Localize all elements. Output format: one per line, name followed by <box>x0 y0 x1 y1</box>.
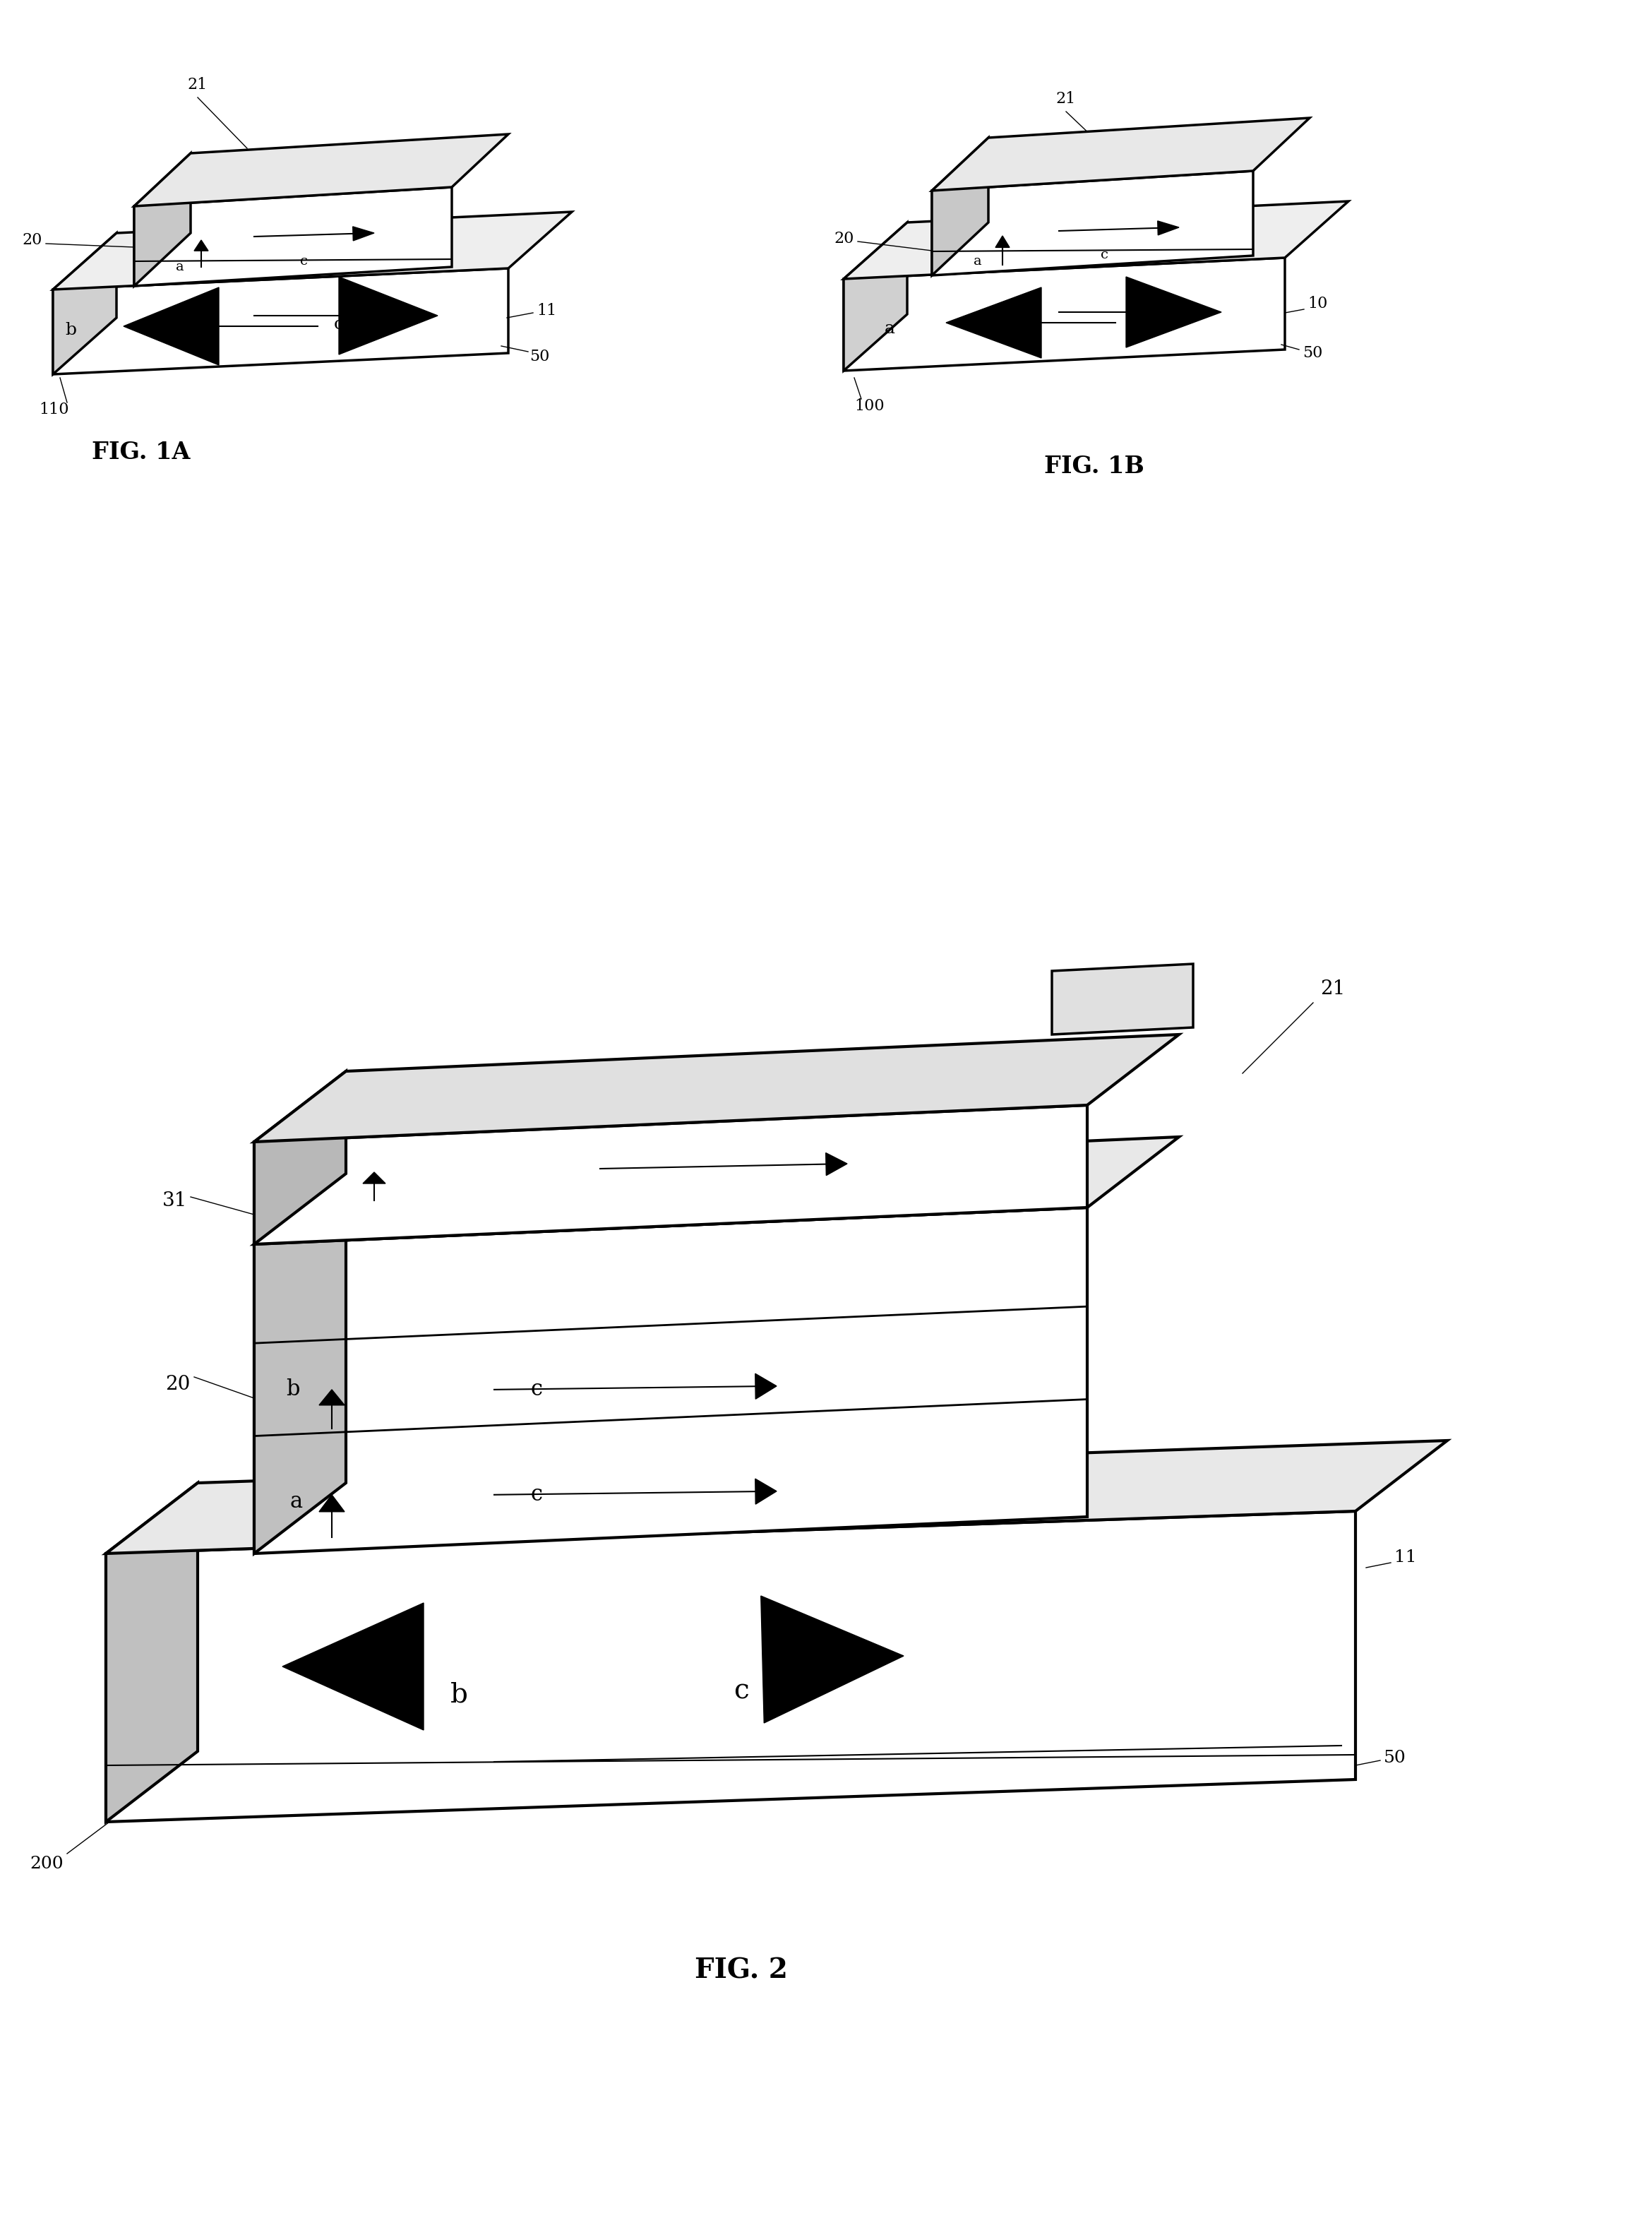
Text: 21: 21 <box>1056 91 1075 106</box>
Polygon shape <box>106 1484 198 1821</box>
Text: c: c <box>1132 313 1142 330</box>
Polygon shape <box>53 233 117 375</box>
Polygon shape <box>319 1495 345 1513</box>
Polygon shape <box>134 153 190 286</box>
Text: 11: 11 <box>537 304 557 319</box>
Text: b: b <box>64 322 76 337</box>
Text: 200: 200 <box>30 1856 63 1872</box>
Polygon shape <box>932 171 1254 275</box>
Polygon shape <box>932 138 988 275</box>
Polygon shape <box>124 288 218 366</box>
Text: 50: 50 <box>1384 1750 1406 1766</box>
Polygon shape <box>1158 222 1180 235</box>
Polygon shape <box>354 226 373 242</box>
Polygon shape <box>106 1439 1447 1553</box>
Polygon shape <box>947 288 1041 357</box>
Text: 20: 20 <box>23 233 43 248</box>
Text: FIG. 1A: FIG. 1A <box>93 441 190 464</box>
Text: 21: 21 <box>188 78 208 93</box>
Polygon shape <box>844 202 1348 279</box>
Text: 110: 110 <box>40 401 69 417</box>
Polygon shape <box>755 1479 776 1504</box>
Polygon shape <box>826 1153 847 1176</box>
Polygon shape <box>254 1034 1180 1142</box>
Text: a: a <box>973 255 981 268</box>
Polygon shape <box>1127 277 1221 348</box>
Polygon shape <box>762 1597 904 1723</box>
Text: 10: 10 <box>1307 295 1328 311</box>
Polygon shape <box>932 118 1310 191</box>
Polygon shape <box>844 257 1285 370</box>
Polygon shape <box>254 1071 345 1244</box>
Text: FIG. 1B: FIG. 1B <box>1044 455 1145 477</box>
Text: 20: 20 <box>834 231 854 246</box>
Polygon shape <box>339 277 438 355</box>
Text: c: c <box>733 1679 748 1703</box>
Text: 50: 50 <box>1302 346 1323 362</box>
Polygon shape <box>254 1138 1180 1244</box>
Polygon shape <box>1052 965 1193 1034</box>
Text: 21: 21 <box>1320 978 1345 998</box>
Polygon shape <box>53 213 572 291</box>
Text: FIG. 2: FIG. 2 <box>695 1956 788 1983</box>
Text: 11: 11 <box>1394 1548 1416 1566</box>
Polygon shape <box>282 1604 423 1730</box>
Text: c: c <box>530 1484 542 1506</box>
Polygon shape <box>363 1171 385 1184</box>
Polygon shape <box>53 268 509 375</box>
Text: c: c <box>530 1380 542 1400</box>
Polygon shape <box>106 1510 1356 1821</box>
Polygon shape <box>996 235 1009 248</box>
Polygon shape <box>134 133 509 206</box>
Polygon shape <box>254 1105 1087 1244</box>
Text: c: c <box>1100 248 1108 262</box>
Text: 31: 31 <box>162 1191 187 1211</box>
Text: 50: 50 <box>530 348 550 364</box>
Text: c: c <box>334 317 344 333</box>
Text: a: a <box>175 260 183 273</box>
Polygon shape <box>254 1207 1087 1553</box>
Text: a: a <box>291 1490 302 1513</box>
Polygon shape <box>319 1391 345 1406</box>
Text: 20: 20 <box>165 1375 190 1393</box>
Polygon shape <box>844 222 907 370</box>
Polygon shape <box>254 1173 345 1553</box>
Text: b: b <box>286 1380 301 1400</box>
Text: 100: 100 <box>854 399 884 415</box>
Polygon shape <box>195 240 208 251</box>
Polygon shape <box>755 1373 776 1400</box>
Text: a: a <box>884 319 895 337</box>
Polygon shape <box>134 186 453 286</box>
Text: c: c <box>299 255 307 268</box>
Text: b: b <box>449 1681 468 1708</box>
